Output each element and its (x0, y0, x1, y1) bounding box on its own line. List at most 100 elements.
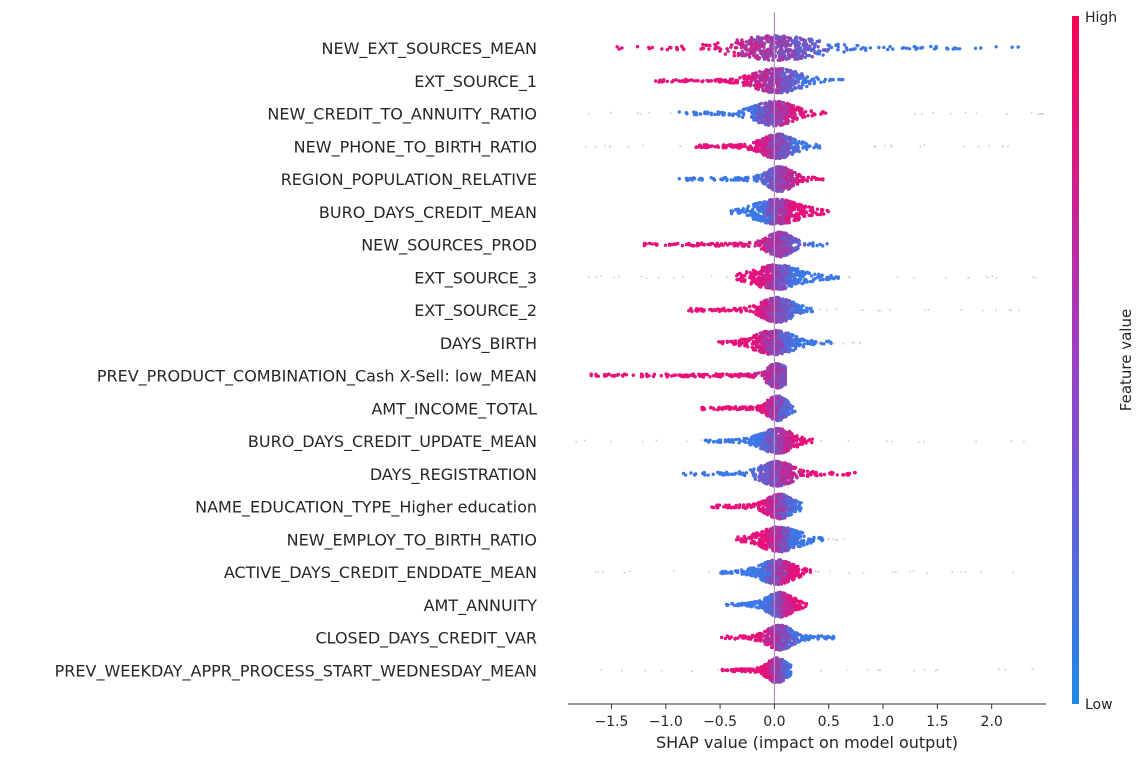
beeswarm-point (1010, 309, 1012, 312)
beeswarm-point (792, 274, 796, 278)
beeswarm-point (737, 146, 741, 150)
beeswarm-point (767, 101, 771, 106)
beeswarm-point (713, 47, 718, 51)
beeswarm-point (882, 45, 886, 50)
beeswarm-row (587, 99, 1045, 128)
beeswarm-point (751, 268, 756, 272)
beeswarm-point (677, 177, 681, 181)
beeswarm-point (778, 81, 783, 86)
beeswarm-point (780, 269, 784, 273)
beeswarm-point (806, 243, 810, 247)
beeswarm-point (817, 39, 822, 43)
beeswarm-point (794, 310, 798, 314)
beeswarm-point (874, 145, 877, 148)
beeswarm-point (796, 307, 800, 311)
beeswarm-point (1007, 145, 1009, 147)
beeswarm-point (706, 110, 710, 115)
beeswarm-point (805, 84, 809, 89)
beeswarm-point (787, 172, 791, 176)
beeswarm-point (836, 42, 840, 46)
beeswarm-row (677, 165, 825, 193)
beeswarm-point (775, 220, 779, 225)
beeswarm-point (755, 35, 760, 39)
beeswarm-point (660, 80, 664, 84)
beeswarm-point (767, 137, 771, 141)
beeswarm-point (752, 38, 757, 42)
beeswarm-point (691, 244, 695, 248)
beeswarm-point (746, 40, 751, 44)
beeswarm-point (776, 104, 780, 109)
feature-label: AMT_ANNUITY (424, 596, 538, 616)
beeswarm-point (750, 77, 754, 81)
beeswarm-point (705, 43, 709, 47)
beeswarm-point (699, 307, 704, 311)
beeswarm-point (784, 319, 788, 323)
beeswarm-point (758, 283, 763, 287)
beeswarm-point (780, 137, 784, 141)
beeswarm-point (707, 47, 711, 51)
beeswarm-point (793, 280, 797, 284)
beeswarm-point (794, 107, 798, 111)
beeswarm-point (766, 83, 770, 88)
beeswarm-point (877, 45, 881, 50)
feature-label: EXT_SOURCE_1 (414, 72, 537, 92)
beeswarm-point (753, 79, 758, 83)
beeswarm-point (1002, 145, 1004, 147)
beeswarm-point (752, 108, 756, 113)
beeswarm-point (714, 308, 718, 313)
beeswarm-point (778, 312, 782, 316)
beeswarm-point (757, 313, 762, 317)
beeswarm-point (752, 118, 756, 122)
beeswarm-point (775, 156, 780, 160)
beeswarm-point (719, 79, 723, 84)
beeswarm-point (750, 37, 754, 41)
beeswarm-point (797, 216, 801, 220)
beeswarm-point (816, 45, 820, 49)
beeswarm-point (760, 151, 764, 155)
beeswarm-point (792, 116, 797, 120)
beeswarm-point (692, 176, 696, 180)
beeswarm-point (785, 241, 789, 245)
beeswarm-point (654, 79, 658, 83)
beeswarm-point (754, 83, 759, 87)
beeswarm-point (715, 144, 719, 149)
beeswarm-point (724, 144, 728, 148)
beeswarm-point (734, 242, 738, 246)
beeswarm-point (701, 46, 706, 51)
feature-label: DAYS_REGISTRATION (370, 465, 537, 485)
beeswarm-point (793, 38, 798, 42)
beeswarm-point (680, 44, 684, 48)
beeswarm-point (775, 269, 779, 273)
beeswarm-point (789, 144, 793, 148)
beeswarm-point (756, 145, 760, 150)
beeswarm-point (754, 174, 758, 178)
beeswarm-point (789, 234, 793, 239)
beeswarm-point (756, 117, 760, 121)
beeswarm-point (762, 218, 766, 222)
beeswarm-point (776, 58, 780, 62)
feature-label: NEW_CREDIT_TO_ANNUITY_RATIO (267, 105, 537, 125)
beeswarm-point (775, 35, 779, 39)
beeswarm-point (1016, 45, 1020, 49)
beeswarm-point (932, 111, 934, 114)
beeswarm-point (791, 150, 795, 155)
beeswarm-point (812, 45, 817, 49)
beeswarm-point (810, 309, 814, 314)
feature-label: BURO_DAYS_CREDIT_MEAN (319, 203, 537, 223)
beeswarm-point (757, 40, 762, 44)
beeswarm-point (754, 107, 759, 112)
beeswarm-point (746, 81, 751, 86)
beeswarm-row (729, 197, 830, 226)
beeswarm-point (769, 221, 773, 225)
beeswarm-point (787, 114, 791, 118)
beeswarm-point (914, 113, 916, 116)
beeswarm-point (712, 178, 717, 182)
beeswarm-point (696, 241, 700, 245)
beeswarm-point (665, 48, 670, 52)
beeswarm-point (805, 179, 810, 183)
beeswarm-point (764, 315, 769, 319)
beeswarm-point (958, 47, 962, 51)
beeswarm-point (744, 43, 748, 48)
beeswarm-point (762, 202, 767, 206)
beeswarm-point (777, 200, 781, 204)
